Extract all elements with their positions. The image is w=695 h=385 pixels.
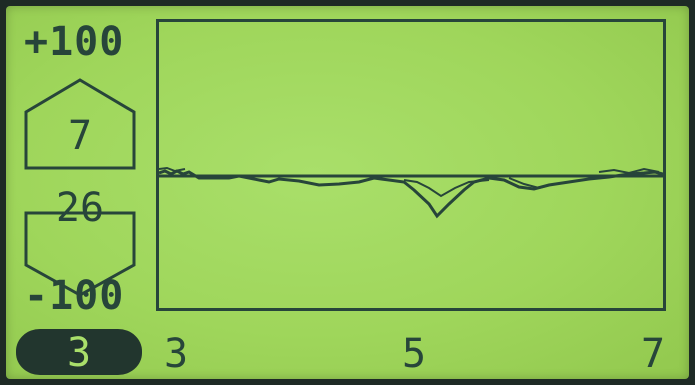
mode-selector[interactable]: [16, 329, 142, 375]
signal-waveform-secondary: [403, 179, 490, 198]
signal-waveform: [158, 169, 664, 219]
mode-selector-value: 3: [66, 330, 92, 376]
x-tick-label: 7: [641, 331, 666, 377]
upper-indicator-value: 7: [67, 113, 93, 159]
signal-dip-mid: [508, 177, 555, 190]
signal-noise-left: [158, 166, 186, 173]
x-tick-label: 3: [164, 331, 189, 377]
upper-indicator-badge: [24, 78, 136, 170]
lower-indicator-badge: [24, 211, 136, 297]
signal-noise-right: [598, 167, 660, 175]
lcd-screen: +100 7 26 -100 3 3 5 7: [6, 6, 689, 379]
scale-top-label: +100: [24, 19, 125, 65]
scale-bottom-label: -100: [24, 273, 125, 319]
x-tick-label: 5: [402, 331, 427, 377]
signal-trace: [158, 166, 664, 219]
lower-indicator-value: 26: [55, 185, 105, 231]
signal-plot: [156, 19, 666, 311]
